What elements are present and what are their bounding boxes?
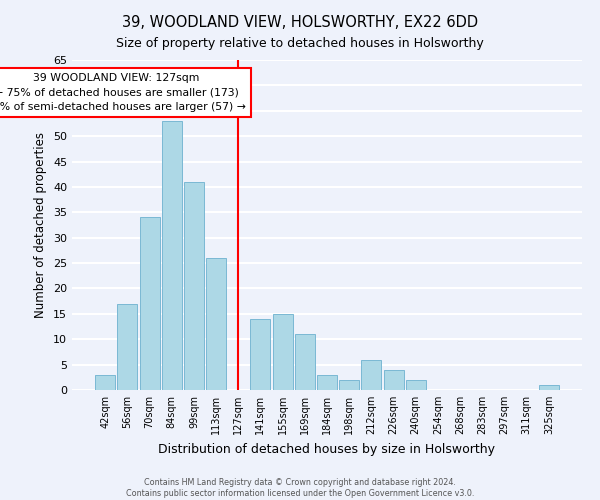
Bar xyxy=(272,314,293,390)
Text: 39, WOODLAND VIEW, HOLSWORTHY, EX22 6DD: 39, WOODLAND VIEW, HOLSWORTHY, EX22 6DD xyxy=(122,15,478,30)
Bar xyxy=(162,121,182,390)
Text: Contains HM Land Registry data © Crown copyright and database right 2024.
Contai: Contains HM Land Registry data © Crown c… xyxy=(126,478,474,498)
Bar xyxy=(250,319,271,390)
Bar xyxy=(361,360,382,390)
Bar xyxy=(317,375,337,390)
Bar xyxy=(140,218,160,390)
Y-axis label: Number of detached properties: Number of detached properties xyxy=(34,132,47,318)
Text: Size of property relative to detached houses in Holsworthy: Size of property relative to detached ho… xyxy=(116,38,484,51)
Bar xyxy=(95,375,115,390)
Bar xyxy=(406,380,426,390)
X-axis label: Distribution of detached houses by size in Holsworthy: Distribution of detached houses by size … xyxy=(158,442,496,456)
Bar xyxy=(118,304,137,390)
Bar xyxy=(206,258,226,390)
Bar xyxy=(539,385,559,390)
Bar xyxy=(184,182,204,390)
Bar xyxy=(295,334,315,390)
Text: 39 WOODLAND VIEW: 127sqm
← 75% of detached houses are smaller (173)
25% of semi-: 39 WOODLAND VIEW: 127sqm ← 75% of detach… xyxy=(0,72,246,112)
Bar xyxy=(339,380,359,390)
Bar xyxy=(383,370,404,390)
